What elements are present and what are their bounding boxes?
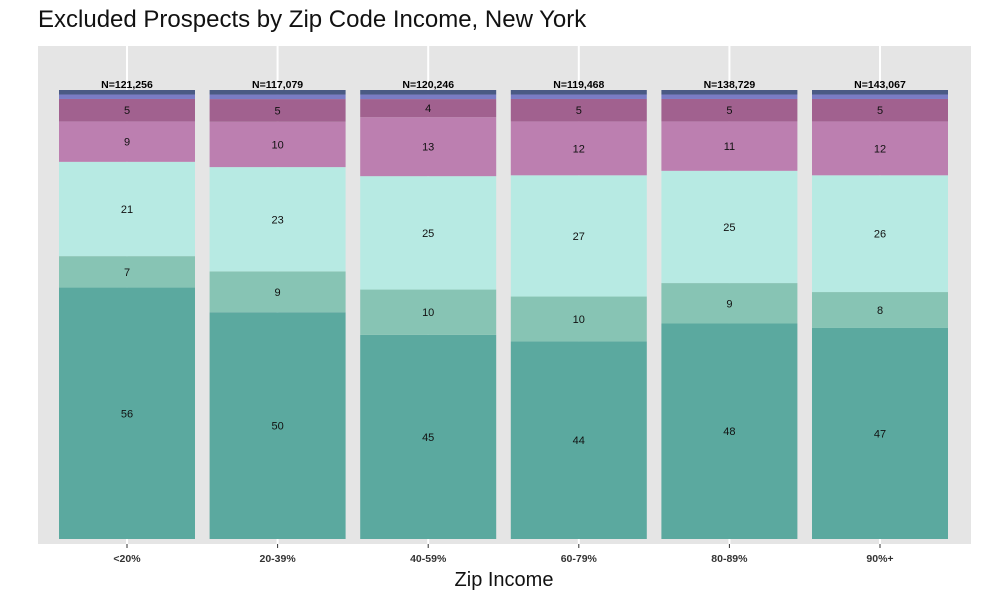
segment-value-label: 47: [874, 428, 886, 440]
bar-segment: [59, 287, 195, 539]
x-tick-label: <20%: [113, 553, 141, 565]
bar-segment: [510, 341, 647, 539]
x-tick-label: 60-79%: [561, 553, 598, 565]
segment-value-label: 4: [425, 103, 431, 115]
bar-segment: [360, 289, 497, 335]
bar-segment: [812, 121, 948, 176]
chart-title: Excluded Prospects by Zip Code Income, N…: [38, 6, 587, 33]
segment-value-label: 9: [726, 298, 732, 310]
bar-segment: [812, 175, 948, 293]
bar-segment: [812, 292, 948, 328]
segment-value-label: 7: [124, 267, 130, 279]
bar-segment: [510, 90, 647, 95]
total-count-label: N=121,256: [101, 79, 153, 91]
bar-segment: [209, 90, 346, 95]
segment-value-label: 26: [874, 229, 886, 241]
segment-value-label: 9: [275, 287, 281, 299]
bar-segment: [510, 98, 647, 122]
segment-value-label: 23: [271, 214, 283, 226]
segment-value-label: 21: [121, 204, 133, 216]
segment-value-label: 45: [422, 432, 434, 444]
x-axis-title: Zip Income: [455, 569, 554, 591]
segment-value-label: 11: [724, 141, 735, 153]
bar-segment: [360, 117, 497, 177]
total-labels: N=121,256 N=117,079 N=120,246 N=119,468 N=13…: [101, 79, 906, 91]
bar-segment: [209, 99, 346, 122]
bar-segment: [360, 90, 497, 95]
segment-value-label: 25: [422, 228, 434, 240]
bar-segment: [360, 94, 497, 100]
bar-segment: [59, 90, 195, 95]
bar-segment: [661, 98, 798, 122]
bar-segment: [59, 161, 195, 257]
segment-value-label: 56: [121, 408, 133, 420]
segment-value-label: 5: [275, 105, 281, 117]
x-tick-label: 20-39%: [259, 553, 296, 565]
bar-segment: [510, 175, 647, 297]
bar-segment: [661, 94, 798, 99]
bar-segment: [209, 312, 346, 539]
segment-value-label: 44: [573, 435, 585, 447]
bar-segment: [360, 176, 497, 290]
bar-segment: [360, 99, 497, 118]
bar-segment: [59, 98, 195, 122]
segment-value-label: 13: [422, 142, 434, 154]
segment-labels: 5672195509231054510251344410271254892511…: [121, 103, 886, 447]
segment-value-label: 5: [877, 105, 883, 117]
segment-value-label: 5: [124, 105, 130, 117]
bar-segment: [812, 90, 948, 95]
bar-segment: [812, 98, 948, 122]
segment-value-label: 12: [573, 143, 585, 155]
total-count-label: N=143,067: [854, 79, 906, 91]
segment-value-label: 10: [573, 314, 585, 326]
total-count-label: N=120,246: [402, 79, 454, 91]
segment-value-label: 5: [726, 105, 732, 117]
segment-value-label: 27: [573, 231, 585, 243]
bar-segment: [209, 121, 346, 168]
bar-segment: [661, 170, 798, 284]
x-axis-ticks: <20% 20-39% 40-59% 60-79% 80-89% 90%+: [113, 544, 894, 565]
segment-value-label: 9: [124, 137, 130, 149]
bar-segment: [510, 121, 647, 176]
bar-segment: [209, 271, 346, 313]
segment-value-label: 48: [723, 426, 735, 438]
bar-segment: [209, 94, 346, 100]
x-tick-label: 90%+: [866, 553, 893, 565]
bar-segment: [209, 167, 346, 272]
total-count-label: N=138,729: [704, 79, 756, 91]
bar-segment: [661, 90, 798, 95]
bar-segment: [661, 121, 798, 171]
total-count-label: N=117,079: [252, 79, 303, 91]
segment-value-label: 10: [271, 139, 283, 151]
x-tick-label: 40-59%: [410, 553, 447, 565]
bar-segment: [661, 283, 798, 324]
bar-segment: [510, 94, 647, 99]
bar-segment: [510, 296, 647, 342]
bar-segment: [812, 94, 948, 99]
segment-value-label: 8: [877, 305, 883, 317]
total-count-label: N=119,468: [553, 79, 604, 91]
segment-value-label: 25: [723, 222, 735, 234]
segment-value-label: 50: [271, 421, 283, 433]
segment-value-label: 5: [576, 105, 582, 117]
bar-segment: [59, 121, 195, 162]
segment-value-label: 12: [874, 143, 886, 155]
bar-segment: [59, 94, 195, 99]
x-tick-label: 80-89%: [711, 553, 748, 565]
bar-segment: [812, 327, 948, 539]
bar-segment: [360, 334, 497, 539]
bars: [59, 90, 948, 539]
bar-segment: [59, 256, 195, 288]
segment-value-label: 10: [422, 307, 434, 319]
bar-segment: [661, 323, 798, 539]
